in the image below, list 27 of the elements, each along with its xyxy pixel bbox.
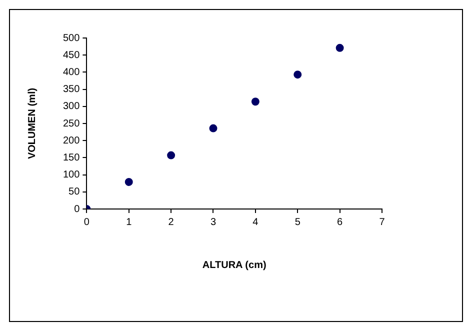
- point: [124, 178, 133, 186]
- point: [294, 70, 302, 79]
- x-tick-label: 1: [126, 216, 132, 228]
- y-tick-label: 500: [62, 32, 80, 44]
- x-tick-label: 4: [252, 216, 259, 228]
- point: [336, 44, 344, 52]
- y-tick-label: 300: [62, 101, 80, 112]
- x-tick-label: 2: [168, 216, 174, 228]
- x-tick-label: 3: [210, 216, 216, 228]
- point: [209, 124, 218, 132]
- x-axis-title: ALTURA (cm): [202, 260, 266, 271]
- y-tick-label: 350: [62, 84, 80, 96]
- point: [167, 151, 176, 160]
- y-tick-label: 200: [62, 135, 80, 146]
- point: [251, 98, 260, 106]
- x-tick-label: 0: [84, 216, 90, 228]
- y-tick-label: 100: [62, 170, 80, 181]
- y-tick-label: 50: [68, 186, 80, 198]
- x-tick-label: 6: [337, 216, 344, 228]
- y-tick-label: 400: [62, 66, 80, 78]
- y-tick-label: 150: [62, 152, 80, 164]
- x-tick-label: 5: [294, 216, 301, 228]
- x-tick-label: 7: [379, 216, 386, 228]
- y-tick-label: 250: [62, 118, 80, 130]
- y-axis-title: VOLUMEN (ml): [26, 88, 38, 160]
- y-tick-label: 450: [62, 50, 80, 61]
- y-tick-label: 0: [74, 204, 80, 215]
